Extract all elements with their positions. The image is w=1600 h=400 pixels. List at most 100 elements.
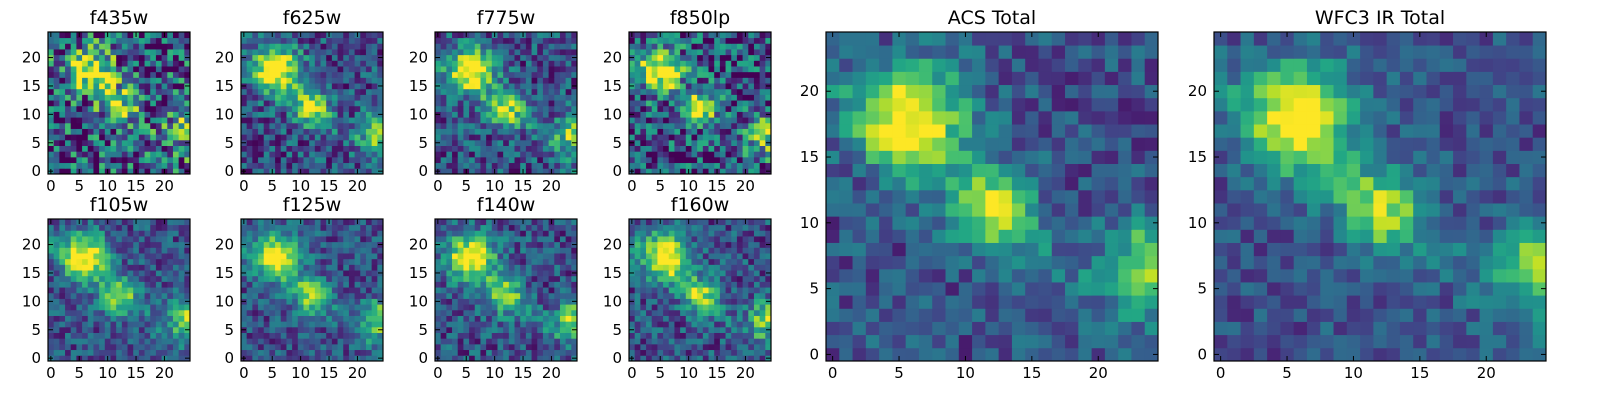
heatmap-cell (70, 281, 77, 288)
heatmap-cell (172, 321, 180, 328)
heatmap-cell (440, 321, 447, 328)
heatmap-cell (668, 66, 675, 73)
heatmap-cell (161, 151, 168, 158)
heatmap-cell (116, 105, 123, 112)
heatmap-cell (559, 145, 567, 152)
heatmap-cell (719, 139, 726, 146)
heatmap-cell (474, 326, 481, 333)
heatmap-cell (503, 117, 510, 124)
heatmap-cell (674, 37, 681, 44)
heatmap-cell (76, 270, 83, 277)
heatmap-cell (280, 43, 287, 50)
heatmap-cell (685, 281, 692, 288)
heatmap-cell (365, 309, 373, 316)
heatmap-cell (303, 343, 310, 351)
heatmap-cell (702, 287, 709, 294)
heatmap-cell (280, 122, 287, 129)
heatmap-cell (360, 122, 367, 129)
heatmap-cell (184, 253, 191, 260)
heatmap-cell (303, 122, 310, 129)
heatmap-cell (138, 270, 145, 277)
heatmap-cell (246, 281, 253, 288)
heatmap-cell (474, 355, 481, 362)
heatmap-cell (326, 77, 333, 84)
heatmap-cell (133, 105, 140, 112)
x-tick-label: 0 (46, 364, 56, 382)
heatmap-cell (127, 298, 134, 305)
heatmap-cell (326, 71, 333, 78)
y-tick-label: 0 (418, 349, 428, 367)
heatmap-cell (263, 258, 270, 265)
heatmap-cell (48, 156, 55, 164)
heatmap-cell (150, 236, 157, 243)
heatmap-cell (269, 66, 276, 73)
heatmap-cell (486, 264, 493, 271)
heatmap-cell (520, 94, 527, 101)
heatmap-cell (133, 111, 140, 118)
heatmap-cell (725, 355, 732, 362)
heatmap-cell (70, 156, 77, 164)
heatmap-cell (127, 332, 134, 339)
heatmap-cell (714, 275, 721, 282)
heatmap-cell (503, 264, 510, 271)
heatmap-cell (280, 275, 287, 282)
heatmap-cell (474, 43, 481, 50)
heatmap-cell (452, 77, 459, 84)
heatmap-cell (76, 156, 83, 164)
heatmap-cell (99, 151, 106, 158)
heatmap-cell (59, 134, 66, 141)
heatmap-cell (53, 253, 60, 260)
heatmap-cell (668, 298, 675, 305)
heatmap-cell (736, 71, 743, 78)
heatmap-cell (514, 349, 521, 356)
heatmap-cell (651, 77, 658, 84)
heatmap-cell (303, 145, 310, 152)
heatmap-cell (503, 292, 510, 299)
heatmap-cell (292, 281, 299, 288)
heatmap-cell (241, 145, 248, 152)
heatmap-cell (280, 77, 287, 84)
heatmap-cell (651, 281, 658, 288)
heatmap-cell (531, 162, 538, 169)
heatmap-cell (765, 281, 772, 288)
heatmap-cell (331, 219, 338, 226)
heatmap-cell (292, 88, 299, 95)
heatmap-cell (377, 94, 384, 101)
heatmap-cell (640, 37, 647, 44)
heatmap-cell (161, 309, 168, 316)
heatmap-cell (491, 258, 498, 265)
heatmap-cell (440, 134, 447, 141)
heatmap-cell (708, 270, 715, 277)
heatmap-cell (469, 77, 476, 84)
heatmap-cell (144, 49, 151, 56)
heatmap-cell (371, 32, 378, 39)
heatmap-cell (303, 355, 310, 362)
heatmap-cell (144, 88, 151, 95)
heatmap-cell (178, 88, 185, 95)
heatmap-cell (53, 275, 60, 282)
heatmap-cell (343, 32, 350, 39)
heatmap-cell (663, 321, 670, 328)
heatmap-cell (246, 83, 253, 90)
heatmap-cell (286, 77, 293, 84)
heatmap-cell (542, 332, 549, 339)
heatmap-cell (525, 275, 532, 282)
panel-title: f140w (477, 194, 536, 216)
x-tick-label: 5 (461, 364, 471, 382)
heatmap-cell (377, 32, 384, 39)
heatmap-cell (263, 247, 270, 254)
heatmap-cell (435, 77, 442, 84)
heatmap-cell (178, 49, 185, 56)
heatmap-cell (548, 298, 555, 305)
heatmap-cell (53, 117, 60, 124)
heatmap-cell (565, 145, 572, 152)
heatmap-cell (116, 309, 123, 316)
heatmap-cell (110, 224, 117, 231)
heatmap-cell (70, 275, 77, 282)
heatmap-cell (82, 139, 89, 146)
heatmap-cell (571, 49, 578, 56)
heatmap-cell (514, 326, 521, 333)
heatmap-cell (691, 134, 698, 141)
heatmap-cell (463, 105, 470, 112)
heatmap-cell (697, 326, 704, 333)
